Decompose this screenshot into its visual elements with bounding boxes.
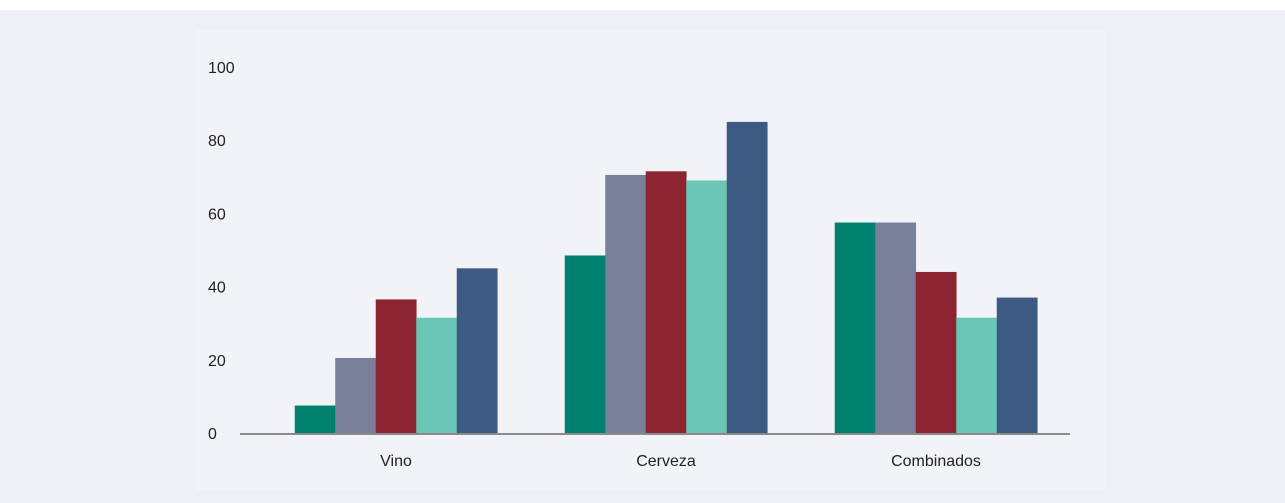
bar [645,171,687,433]
bar [875,222,917,433]
x-axis-category-labels: Vino Cerveza Combinados [380,453,981,470]
y-tick-label: 100 [208,60,235,77]
bar [996,297,1038,433]
x-category-label: Combinados [891,453,981,470]
bar-chart: 0 20 40 60 80 100 Vino Cerveza Combinados [208,60,1070,470]
bar [834,222,876,433]
bar-series [294,121,1038,434]
y-tick-label: 60 [208,206,226,223]
y-tick-label: 0 [208,426,217,443]
bar [726,121,768,434]
bar [956,317,998,433]
bar [456,268,498,433]
page-background: 0 20 40 60 80 100 Vino Cerveza Combinados [0,10,1285,503]
x-category-label: Vino [380,453,412,470]
bar [294,405,336,433]
bar [605,174,647,433]
chart-panel: 0 20 40 60 80 100 Vino Cerveza Combinados [196,30,1106,490]
bar [915,271,957,433]
y-tick-label: 40 [208,280,226,297]
bar [686,180,728,433]
bar [564,255,606,433]
y-tick-label: 20 [208,353,226,370]
y-tick-label: 80 [208,133,226,150]
bar [416,317,458,433]
y-axis-ticks: 0 20 40 60 80 100 [208,60,235,443]
x-category-label: Cerveza [636,453,696,470]
bar [375,299,417,433]
bar [335,357,377,433]
